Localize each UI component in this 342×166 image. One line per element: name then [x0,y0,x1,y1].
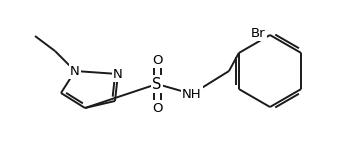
Text: Br: Br [251,27,265,40]
Text: O: O [152,53,162,67]
Text: N: N [70,65,80,78]
Text: O: O [152,101,162,115]
Text: N: N [113,68,123,81]
Text: NH: NH [182,87,202,100]
Text: S: S [152,77,162,91]
